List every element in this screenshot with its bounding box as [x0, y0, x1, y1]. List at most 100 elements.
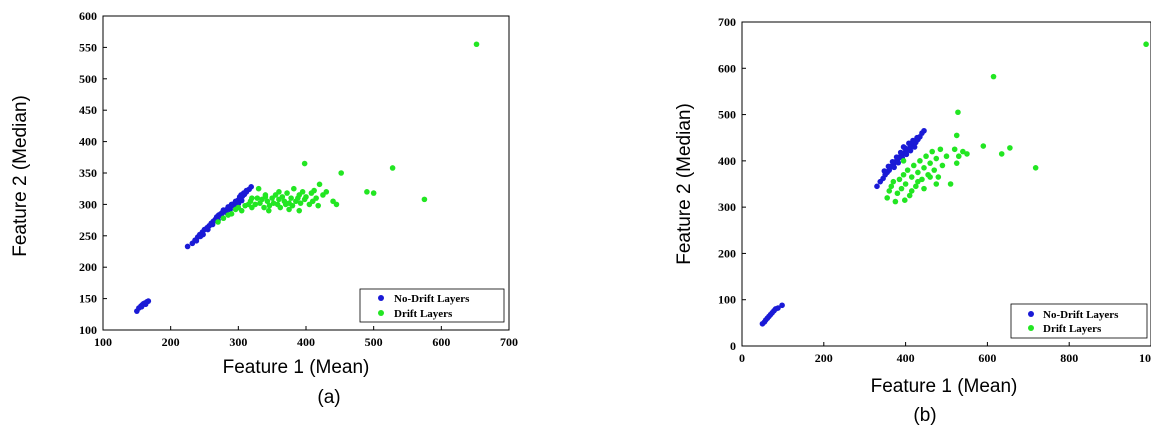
chart-b-point-no-drift: [779, 302, 785, 309]
chart-a-point-drift: [228, 211, 235, 217]
chart-b-point-drift: [910, 162, 917, 169]
chart-b-point-drift: [921, 185, 927, 192]
chart-a-ytick-label: 300: [79, 197, 97, 211]
chart-a-ytick-label: 400: [79, 135, 97, 149]
chart-a-point-drift: [316, 181, 323, 188]
chart-a-point-drift: [288, 195, 294, 201]
chart-a-point-drift: [389, 165, 396, 171]
chart-a-point-drift: [249, 195, 255, 201]
chart-a-point-drift: [289, 202, 296, 209]
chart-b-point-drift: [915, 169, 921, 176]
chart-b-ytick-label: 0: [730, 339, 736, 353]
chart-a-point-drift: [421, 196, 428, 203]
chart-a-point-no-drift: [138, 303, 145, 310]
chart-b-ytick-label: 300: [718, 200, 736, 214]
chart-b-point-drift: [953, 132, 960, 139]
chart-b-point-no-drift: [911, 144, 918, 150]
chart-a-ytick-label: 550: [79, 40, 97, 54]
chart-b-point-no-drift: [889, 158, 896, 165]
chart-b-point-no-drift: [903, 151, 910, 158]
chart-a-subplot-label: (a): [317, 387, 340, 408]
chart-b-xlabel: Feature 1 (Mean): [871, 376, 1018, 397]
chart-a-legend-marker-no-drift: [378, 295, 384, 301]
chart-a-point-drift: [279, 194, 286, 200]
chart-b-point-drift: [896, 176, 903, 183]
chart-b-ylabel: Feature 2 (Median): [674, 103, 695, 265]
chart-a-point-drift: [296, 207, 303, 214]
chart-a-ytick-label: 200: [79, 260, 97, 274]
chart-b-point-drift: [894, 190, 901, 197]
chart-b-point-no-drift: [893, 154, 900, 160]
chart-a-point-drift: [297, 200, 304, 206]
chart-b-point-no-drift: [907, 147, 914, 154]
chart-b-point-drift: [990, 73, 997, 80]
chart-a-plot-area: [102, 15, 510, 331]
chart-b-point-drift: [906, 192, 913, 199]
chart-b-point-no-drift: [900, 144, 907, 150]
chart-b-point-drift: [927, 174, 933, 180]
chart-b-ytick-label: 400: [718, 154, 736, 168]
chart-b-ytick-label: 500: [718, 108, 736, 122]
chart-a-point-drift: [473, 41, 480, 48]
chart-a-point-drift: [252, 201, 259, 208]
chart-b-point-no-drift: [910, 137, 916, 144]
chart-a-point-drift: [313, 195, 319, 201]
chart-a-point-drift: [315, 202, 321, 209]
chart-a-point-no-drift: [193, 238, 200, 244]
chart-b-ytick-label: 600: [718, 61, 736, 75]
chart-b-point-drift: [1007, 145, 1013, 151]
chart-b-point-drift: [943, 153, 950, 160]
chart-a-point-drift: [277, 204, 284, 211]
chart-a-point-drift: [303, 194, 309, 200]
chart-b-xtick-label: 400: [897, 351, 915, 365]
chart-b-xtick-label: 1000: [1139, 351, 1151, 365]
chart-a-point-no-drift: [238, 192, 244, 198]
chart-a-point-drift: [265, 207, 272, 214]
chart-b-xtick-label: 800: [1060, 351, 1078, 365]
chart-b-ytick-label: 100: [718, 293, 736, 307]
chart-a-point-no-drift: [184, 243, 191, 250]
chart-a-legend-box: [359, 288, 505, 323]
chart-a-xtick-label: 700: [500, 335, 518, 349]
chart-b-point-drift: [888, 183, 895, 190]
chart-b-point-drift: [933, 181, 940, 187]
chart-a-ytick-label: 250: [79, 229, 97, 243]
chart-a-legend-label-no-drift: No-Drift Layers: [394, 293, 470, 305]
chart-a-xtick-label: 100: [94, 335, 112, 349]
chart-a-ytick-label: 100: [79, 323, 97, 337]
chart-b-point-drift: [917, 158, 923, 164]
chart-b-point-drift: [900, 171, 907, 178]
chart-b-point-no-drift: [874, 183, 880, 190]
chart-b-point-drift: [955, 109, 961, 116]
chart-b-point-drift: [927, 160, 933, 166]
chart-a-point-no-drift: [243, 187, 250, 194]
chart-a-xtick-label: 200: [162, 335, 180, 349]
chart-a-xtick-label: 300: [229, 335, 247, 349]
chart-b-point-no-drift: [921, 127, 927, 134]
chart-b-legend-marker-no-drift: [1028, 311, 1034, 317]
chart-b-point-no-drift: [881, 168, 888, 174]
chart-b-point-drift: [913, 183, 919, 190]
chart-b-point-no-drift: [895, 159, 902, 166]
chart-a-ytick-label: 500: [79, 72, 97, 86]
chart-b-legend-marker-drift: [1028, 325, 1034, 331]
chart-b-point-drift: [937, 146, 944, 153]
chart-a-point-drift: [261, 204, 267, 211]
chart-b-point-drift: [890, 178, 897, 185]
chart-b-point-drift: [908, 188, 915, 194]
chart-a-point-drift: [286, 206, 292, 213]
chart-a-point-no-drift: [232, 198, 239, 205]
chart-b: 020040060080010000100200300400500600700 …: [674, 15, 1151, 426]
chart-a-point-drift: [238, 207, 245, 214]
chart-b-legend-label-drift: Drift Layers: [1043, 323, 1102, 335]
chart-b-point-drift: [1032, 165, 1039, 171]
chart-b-point-drift: [998, 151, 1005, 157]
chart-b-point-drift: [923, 153, 929, 160]
chart-a-point-drift: [255, 185, 262, 192]
chart-b-point-drift: [900, 158, 907, 164]
chart-a-xtick-label: 600: [432, 335, 450, 349]
chart-a-point-drift: [323, 189, 330, 195]
chart-a-point-drift: [333, 201, 340, 208]
chart-b-point-drift: [915, 178, 921, 185]
